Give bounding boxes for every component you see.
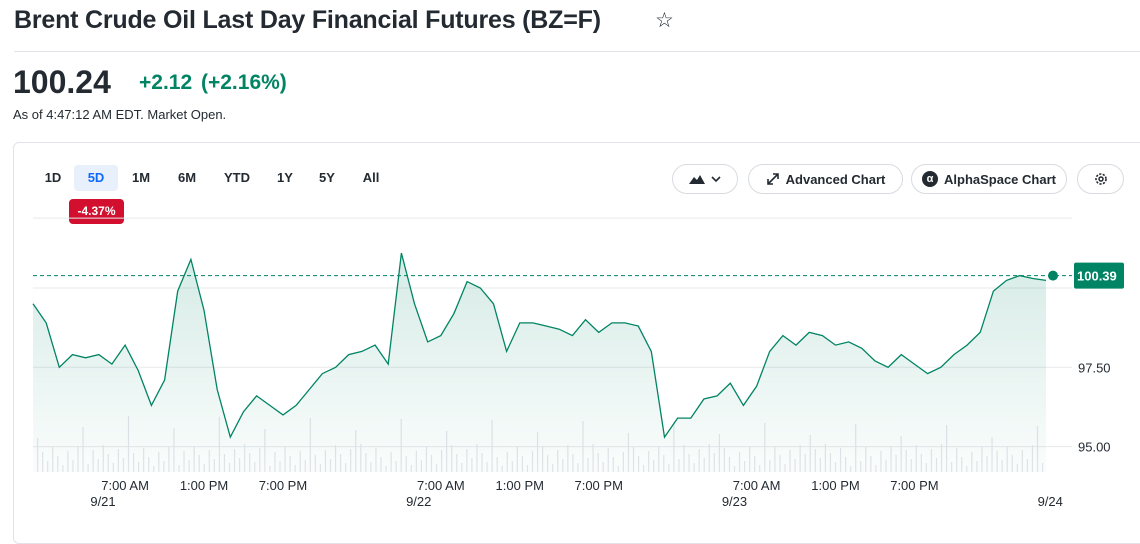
x-tick-label: 9/23 bbox=[722, 494, 747, 509]
x-tick-label: 7:00 AM bbox=[417, 478, 465, 493]
range-all[interactable]: All bbox=[362, 170, 380, 185]
x-tick-label: 1:00 PM bbox=[180, 478, 228, 493]
range-5y[interactable]: 5Y bbox=[319, 170, 335, 185]
range-1m[interactable]: 1M bbox=[131, 170, 151, 185]
chart-settings-button[interactable] bbox=[1077, 164, 1124, 194]
x-tick-label: 9/21 bbox=[90, 494, 115, 509]
alphaspace-chart-button[interactable]: α AlphaSpace Chart bbox=[911, 164, 1067, 194]
alphaspace-chart-label: AlphaSpace Chart bbox=[944, 171, 1056, 187]
quote-change: +2.12 bbox=[139, 71, 193, 94]
advanced-chart-label: Advanced Chart bbox=[785, 171, 886, 187]
x-tick-label: 9/24 bbox=[1038, 494, 1063, 509]
quote-timestamp: As of 4:47:12 AM EDT. Market Open. bbox=[13, 107, 227, 122]
range-1y[interactable]: 1Y bbox=[277, 170, 293, 185]
page-title: Brent Crude Oil Last Day Financial Futur… bbox=[14, 6, 601, 34]
range-1d[interactable]: 1D bbox=[44, 170, 62, 185]
y-tick-label: 97.50 bbox=[1078, 360, 1111, 375]
x-tick-label: 7:00 AM bbox=[101, 478, 149, 493]
header-divider bbox=[14, 51, 1140, 52]
price-area bbox=[33, 253, 1046, 472]
x-tick-label: 7:00 PM bbox=[259, 478, 307, 493]
current-price-tag bbox=[1074, 262, 1124, 289]
x-tick-label: 9/22 bbox=[406, 494, 431, 509]
current-price-dot bbox=[1048, 270, 1058, 281]
range-ytd[interactable]: YTD bbox=[224, 170, 250, 185]
mountain-chart-icon bbox=[689, 175, 705, 184]
range-5d[interactable]: 5D bbox=[74, 165, 118, 191]
chart-type-dropdown[interactable] bbox=[672, 164, 738, 194]
quote-price: 100.24 bbox=[13, 64, 111, 100]
current-price-label: 100.39 bbox=[1077, 269, 1117, 284]
x-tick-label: 7:00 PM bbox=[574, 478, 622, 493]
x-tick-label: 7:00 PM bbox=[890, 478, 938, 493]
alphaspace-logo-icon: α bbox=[922, 171, 938, 187]
x-tick-label: 7:00 AM bbox=[733, 478, 781, 493]
gear-icon bbox=[1094, 173, 1107, 185]
y-tick-label: 95.00 bbox=[1078, 440, 1111, 455]
chevron-down-icon bbox=[711, 176, 721, 182]
price-line bbox=[32, 252, 1047, 439]
range-6m[interactable]: 6M bbox=[177, 170, 197, 185]
x-tick-label: 1:00 PM bbox=[811, 478, 859, 493]
range-change-badge: -4.37% bbox=[69, 199, 124, 224]
star-outline-icon[interactable]: ☆ bbox=[655, 9, 674, 32]
expand-arrows-icon bbox=[766, 173, 779, 185]
advanced-chart-button[interactable]: Advanced Chart bbox=[748, 164, 903, 194]
quote-change-percent: (+2.16%) bbox=[201, 71, 287, 94]
x-tick-label: 1:00 PM bbox=[496, 478, 544, 493]
